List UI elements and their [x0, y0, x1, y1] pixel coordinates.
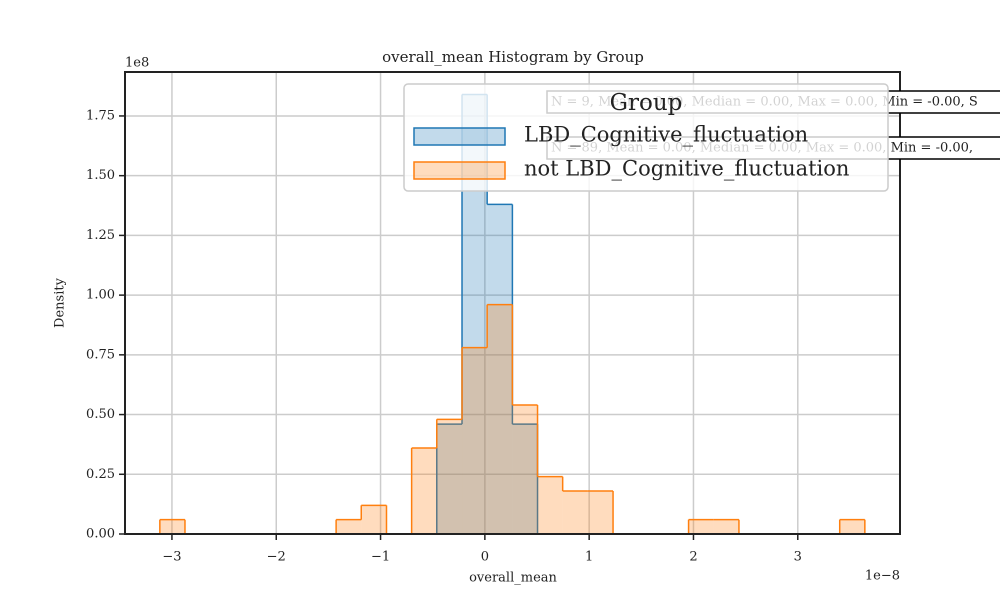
legend-title: Group [610, 90, 683, 116]
histogram-bar [487, 204, 513, 535]
y-tick-label: 1.25 [86, 228, 115, 243]
histogram-bar [436, 419, 463, 534]
x-axis-label: overall_mean [469, 571, 557, 586]
histogram-bar [587, 491, 614, 534]
histogram-bar [487, 304, 513, 534]
histogram-bar [361, 505, 387, 534]
legend-box [403, 83, 889, 192]
legend-swatch [413, 161, 506, 180]
x-tick-label: 3 [794, 550, 802, 565]
y-tick-label: 0.00 [86, 527, 115, 542]
legend-label: not LBD_Cognitive_fluctuation [524, 157, 849, 181]
x-tick-label: 0 [481, 550, 489, 565]
histogram-bar [562, 491, 588, 534]
histogram-bar [512, 405, 538, 534]
y-tick-label: 1.00 [86, 288, 115, 303]
x-tick-label: −2 [267, 550, 286, 565]
histogram-bar [411, 448, 437, 534]
histogram-bar [688, 519, 714, 534]
histogram-bar [713, 519, 739, 534]
histogram-bar [336, 519, 362, 534]
y-tick-label: 0.75 [86, 347, 115, 362]
x-tick-label: −3 [162, 550, 181, 565]
histogram-bar [512, 424, 538, 534]
histogram-bar [436, 424, 463, 534]
x-offset-label: 1e−8 [865, 569, 900, 584]
histogram-bar [839, 519, 865, 534]
y-axis-label: Density [53, 277, 68, 328]
legend-swatch [413, 127, 506, 146]
chart-title: overall_mean Histogram by Group [382, 48, 644, 66]
y-tick-label: 0.25 [86, 467, 115, 482]
y-tick-label: 1.75 [86, 108, 115, 123]
legend-label: LBD_Cognitive_fluctuation [524, 123, 808, 147]
y-offset-label: 1e8 [125, 56, 149, 71]
y-tick-label: 1.50 [86, 168, 115, 183]
y-tick-label: 0.50 [86, 407, 115, 422]
histogram-bar [159, 519, 185, 534]
plot-frame [124, 71, 901, 535]
x-tick-label: 1 [585, 550, 593, 565]
histogram-bar [537, 476, 563, 534]
histogram-bar [462, 347, 488, 534]
x-tick-label: −1 [371, 550, 390, 565]
x-tick-label: 2 [689, 550, 697, 565]
